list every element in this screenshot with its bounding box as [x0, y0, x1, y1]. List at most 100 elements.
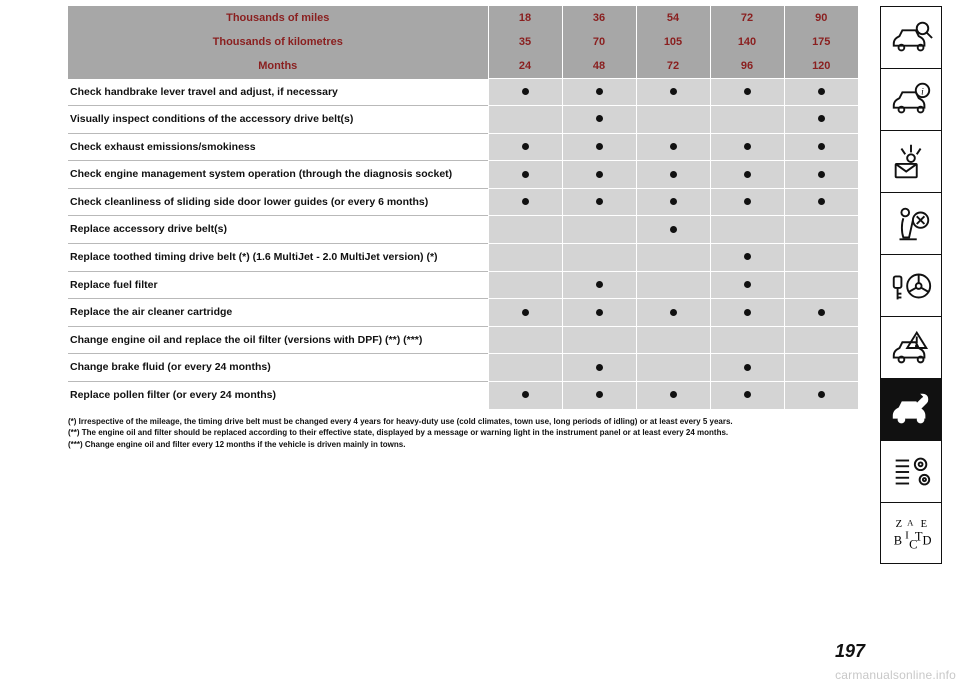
footnote: (*) Irrespective of the mileage, the tim…	[68, 417, 858, 428]
row-label: Check handbrake lever travel and adjust,…	[68, 79, 488, 106]
header-value: 48	[562, 54, 636, 79]
header-value: 24	[488, 54, 562, 79]
dot-icon	[596, 309, 603, 316]
watermark: carmanualsonline.info	[835, 668, 956, 682]
rail-icon-list-gears	[880, 440, 942, 502]
row-label: Replace the air cleaner cartridge	[68, 299, 488, 327]
row-value-cell	[636, 188, 710, 216]
row-value-cell	[562, 382, 636, 409]
row-value-cell	[784, 188, 858, 216]
row-value-cell	[636, 244, 710, 272]
row-label: Change engine oil and replace the oil fi…	[68, 326, 488, 354]
dot-icon	[596, 88, 603, 95]
dot-icon	[670, 309, 677, 316]
row-label: Visually inspect conditions of the acces…	[68, 106, 488, 134]
dot-icon	[596, 391, 603, 398]
row-value-cell	[784, 244, 858, 272]
row-value-cell	[636, 216, 710, 244]
header-value: 72	[710, 6, 784, 30]
row-value-cell	[710, 326, 784, 354]
row-value-cell	[488, 106, 562, 134]
rail-icon-key-wheel	[880, 254, 942, 316]
footnote: (***) Change engine oil and filter every…	[68, 440, 858, 451]
dot-icon	[522, 309, 529, 316]
row-value-cell	[784, 271, 858, 299]
dot-icon	[744, 281, 751, 288]
row-value-cell	[562, 216, 636, 244]
page-number: 197	[835, 641, 865, 662]
row-value-cell	[710, 106, 784, 134]
header-label: Months	[68, 54, 488, 79]
table-row: Visually inspect conditions of the acces…	[68, 106, 858, 134]
table-row: Check engine management system operation…	[68, 161, 858, 189]
svg-text:i: i	[921, 86, 924, 97]
row-value-cell	[784, 161, 858, 189]
row-value-cell	[636, 382, 710, 409]
table-row: Replace toothed timing drive belt (*) (1…	[68, 244, 858, 272]
header-value: 54	[636, 6, 710, 30]
dot-icon	[818, 88, 825, 95]
table-row: Check exhaust emissions/smokiness	[68, 133, 858, 161]
table-row: Replace pollen filter (or every 24 month…	[68, 382, 858, 409]
svg-text:E: E	[921, 519, 927, 530]
svg-text:B: B	[894, 534, 902, 548]
row-value-cell	[488, 244, 562, 272]
row-value-cell	[636, 326, 710, 354]
header-value: 120	[784, 54, 858, 79]
table-row: Check handbrake lever travel and adjust,…	[68, 79, 858, 106]
row-value-cell	[488, 161, 562, 189]
row-value-cell	[488, 133, 562, 161]
maintenance-schedule-table: Thousands of miles1836547290Thousands of…	[68, 6, 858, 409]
dot-icon	[670, 143, 677, 150]
row-value-cell	[562, 161, 636, 189]
row-value-cell	[488, 326, 562, 354]
row-value-cell	[562, 188, 636, 216]
dot-icon	[744, 198, 751, 205]
row-value-cell	[488, 382, 562, 409]
dot-icon	[596, 281, 603, 288]
dot-icon	[744, 253, 751, 260]
row-label: Check cleanliness of sliding side door l…	[68, 188, 488, 216]
row-value-cell	[784, 216, 858, 244]
svg-text:T: T	[915, 530, 923, 544]
row-value-cell	[636, 354, 710, 382]
row-label: Replace accessory drive belt(s)	[68, 216, 488, 244]
row-value-cell	[710, 382, 784, 409]
row-label: Check engine management system operation…	[68, 161, 488, 189]
dot-icon	[670, 391, 677, 398]
row-label: Replace fuel filter	[68, 271, 488, 299]
row-value-cell	[710, 299, 784, 327]
dot-icon	[818, 309, 825, 316]
svg-text:Z: Z	[896, 519, 902, 530]
row-value-cell	[710, 188, 784, 216]
dot-icon	[744, 309, 751, 316]
row-label: Replace toothed timing drive belt (*) (1…	[68, 244, 488, 272]
row-value-cell	[636, 106, 710, 134]
table-row: Replace fuel filter	[68, 271, 858, 299]
row-label: Check exhaust emissions/smokiness	[68, 133, 488, 161]
table-header-row: Thousands of miles1836547290	[68, 6, 858, 30]
row-value-cell	[488, 271, 562, 299]
row-value-cell	[710, 133, 784, 161]
row-value-cell	[562, 354, 636, 382]
row-value-cell	[488, 299, 562, 327]
row-value-cell	[562, 271, 636, 299]
row-value-cell	[562, 244, 636, 272]
row-value-cell	[710, 161, 784, 189]
header-value: 96	[710, 54, 784, 79]
dot-icon	[522, 391, 529, 398]
row-value-cell	[784, 299, 858, 327]
dot-icon	[596, 198, 603, 205]
rail-icon-car-search	[880, 6, 942, 68]
dot-icon	[670, 88, 677, 95]
row-value-cell	[488, 79, 562, 106]
table-header-row: Thousands of kilometres3570105140175	[68, 30, 858, 54]
row-value-cell	[636, 299, 710, 327]
dot-icon	[670, 198, 677, 205]
row-value-cell	[710, 216, 784, 244]
table-row: Check cleanliness of sliding side door l…	[68, 188, 858, 216]
row-value-cell	[784, 79, 858, 106]
row-value-cell	[636, 271, 710, 299]
header-value: 90	[784, 6, 858, 30]
footnote: (**) The engine oil and filter should be…	[68, 428, 858, 439]
